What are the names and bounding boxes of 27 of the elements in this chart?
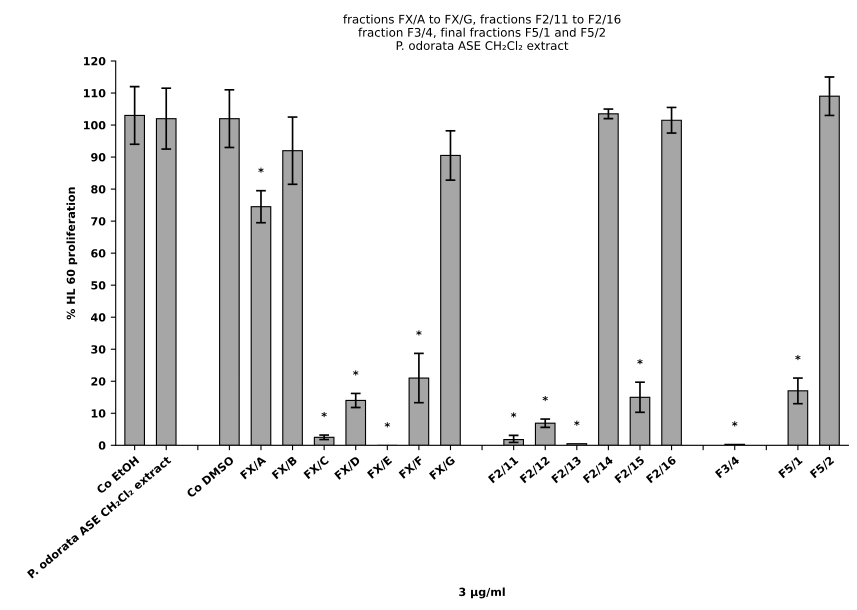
y-tick-label: 70	[91, 217, 106, 226]
y-tick-label: 90	[91, 153, 106, 162]
y-tick-label: 110	[84, 89, 106, 98]
annotation: *	[510, 412, 516, 418]
chart-title: fractions FX/A to FX/G, fractions F2/11 to F2/16 fraction F3/4, final fractions F5/1 and F5/2 P. odorata ASE CH₂Cl₂ extract	[343, 14, 620, 50]
annotation: *	[353, 370, 358, 376]
y-tick-label: 100	[84, 121, 106, 130]
annotation: *	[732, 421, 738, 426]
y-tick-label: 30	[91, 345, 106, 354]
y-tick-label: 20	[91, 377, 106, 386]
x-axis-title: 3 µg/ml	[459, 587, 505, 598]
annotation: *	[637, 359, 643, 364]
y-tick-label: 10	[92, 409, 106, 418]
y-tick-label: 80	[91, 185, 106, 194]
annotation: *	[795, 354, 801, 360]
annotation: *	[321, 412, 327, 418]
annotation: *	[416, 330, 422, 336]
y-tick-label: 50	[91, 281, 106, 290]
y-axis-title: % HL 60 proliferation	[66, 187, 78, 320]
y-tick-label: 120	[84, 56, 106, 66]
y-tick-label: 60	[91, 249, 106, 258]
y-tick-label: 0	[98, 441, 106, 450]
annotation: *	[384, 422, 390, 428]
annotation: *	[574, 420, 580, 426]
y-tick-label: 40	[91, 313, 106, 322]
annotation: *	[258, 168, 264, 173]
annotation: *	[542, 396, 548, 402]
